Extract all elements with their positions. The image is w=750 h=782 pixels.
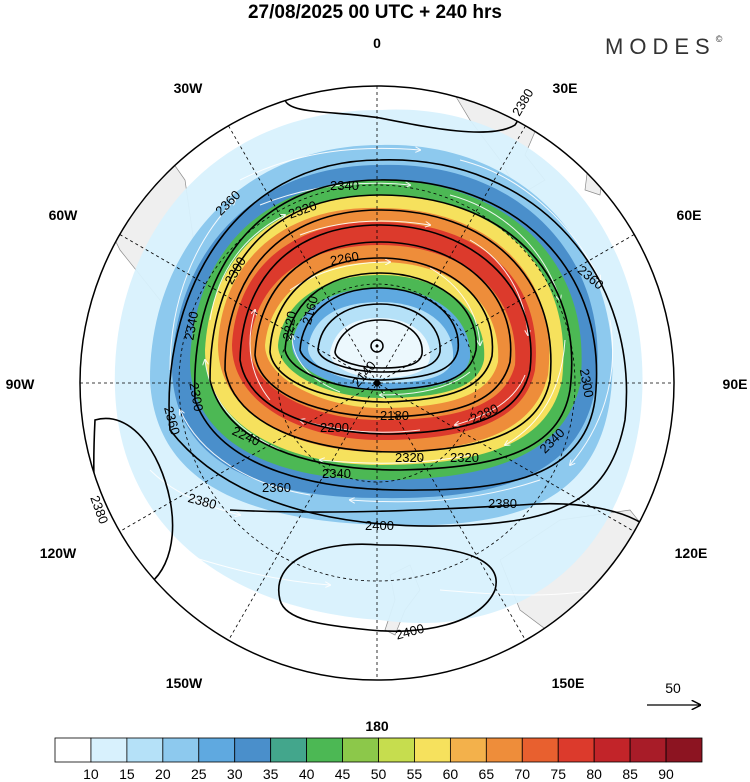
colorbar-swatch <box>593 737 631 763</box>
colorbar-swatch <box>306 737 343 763</box>
lon-label-60w: 60W <box>49 207 79 223</box>
colorbar-swatch <box>449 737 487 763</box>
lon-label-150w: 150W <box>166 675 203 691</box>
wind-reference-value: 50 <box>665 680 681 696</box>
contour-label: 2400 <box>394 621 426 643</box>
contour-label: 2340 <box>330 178 359 193</box>
contour-label: 2320 <box>450 450 479 465</box>
colorbar-swatch <box>270 737 308 763</box>
contour-label: 2340 <box>322 466 351 481</box>
brand-logo: MODES© <box>605 34 722 60</box>
colorbar-swatch <box>162 737 200 763</box>
colorbar-swatch <box>342 737 379 763</box>
colorbar-tick-label: 65 <box>479 766 495 782</box>
colorbar-swatch <box>126 737 164 763</box>
map-title: 27/08/2025 00 UTC + 240 hrs <box>247 2 503 23</box>
colorbar-tick-label: 35 <box>263 766 279 782</box>
wind-reference: 50 <box>647 680 700 705</box>
contour-labels: 2380 2360 2340 2320 2300 2280 2260 2240 … <box>87 86 606 643</box>
height-contours <box>92 86 661 633</box>
contour-label: 2360 <box>262 480 291 495</box>
brand-name: MODES <box>605 34 716 59</box>
contour-label: 2380 <box>509 86 536 119</box>
colorbar-swatch <box>665 737 703 763</box>
colorbar-swatch <box>629 737 667 763</box>
contour-label: 2400 <box>365 518 394 533</box>
colorbar-swatch <box>557 737 595 763</box>
contour-label: 2300 <box>577 368 597 399</box>
colorbar-swatch <box>234 737 272 763</box>
contour-label: 2340 <box>181 310 201 341</box>
colorbar-tick-label: 55 <box>407 766 423 782</box>
colorbar-tick-label: 15 <box>119 766 135 782</box>
contour-label: 2380 <box>488 496 517 511</box>
colorbar-swatch <box>198 737 236 763</box>
lon-label-90w: 90W <box>6 376 36 392</box>
map-field <box>80 86 674 680</box>
pole-calm <box>330 318 431 378</box>
lon-label-90e: 90E <box>723 376 748 392</box>
pole-center-marker <box>372 378 382 388</box>
contour-label: 2380 <box>186 490 218 512</box>
colorbar-tick-label: 30 <box>227 766 243 782</box>
colorbar-tick-label: 10 <box>83 766 99 782</box>
colorbar-tick-label: 60 <box>443 766 459 782</box>
colorbar-tick-label: 70 <box>514 766 530 782</box>
contour-label: 2360 <box>161 405 183 437</box>
longitude-labels: 0 30E 60E 90E 120E 150E 180 150W 120W 90… <box>6 35 748 734</box>
lon-label-180: 180 <box>365 718 389 734</box>
colorbar-tick-label: 25 <box>191 766 207 782</box>
wind-shading <box>114 109 643 624</box>
colorbar-tick-label: 40 <box>299 766 315 782</box>
colorbar-tick-label: 90 <box>658 766 674 782</box>
pole-marker <box>370 339 384 353</box>
colorbar: 10 15 20 25 30 35 40 45 50 55 60 65 70 75 80 85 90 <box>54 737 703 782</box>
lon-label-120w: 120W <box>40 545 77 561</box>
lon-label-30w: 30W <box>174 80 204 96</box>
contour-label: 2300 <box>186 381 206 412</box>
colorbar-swatch <box>414 737 451 763</box>
lon-label-60e: 60E <box>677 207 702 223</box>
colorbar-tick-label: 50 <box>371 766 387 782</box>
colorbar-swatch <box>90 737 128 763</box>
colorbar-tick-label: 85 <box>622 766 638 782</box>
lon-label-30e: 30E <box>553 80 578 96</box>
contour-label: 2320 <box>395 450 424 465</box>
colorbar-tick-label: 80 <box>586 766 602 782</box>
contour-label: 2220 <box>280 310 300 341</box>
brand-mark: © <box>715 34 723 44</box>
contour-label: 2200 <box>320 420 349 435</box>
colorbar-tick-label: 45 <box>335 766 351 782</box>
contour-label: 2260 <box>329 249 360 269</box>
colorbar-tick-label: 20 <box>155 766 171 782</box>
contour-label: 2160 <box>299 294 321 326</box>
lon-label-0: 0 <box>373 35 381 51</box>
contour-label: 2180 <box>380 408 409 423</box>
colorbar-swatch <box>521 737 559 763</box>
colorbar-swatch <box>54 737 92 763</box>
colorbar-swatch <box>485 737 523 763</box>
colorbar-swatch <box>378 737 415 763</box>
lon-label-150e: 150E <box>552 675 585 691</box>
map-boundary <box>79 85 675 681</box>
colorbar-tick-label: 75 <box>550 766 566 782</box>
lon-label-120e: 120E <box>675 545 708 561</box>
